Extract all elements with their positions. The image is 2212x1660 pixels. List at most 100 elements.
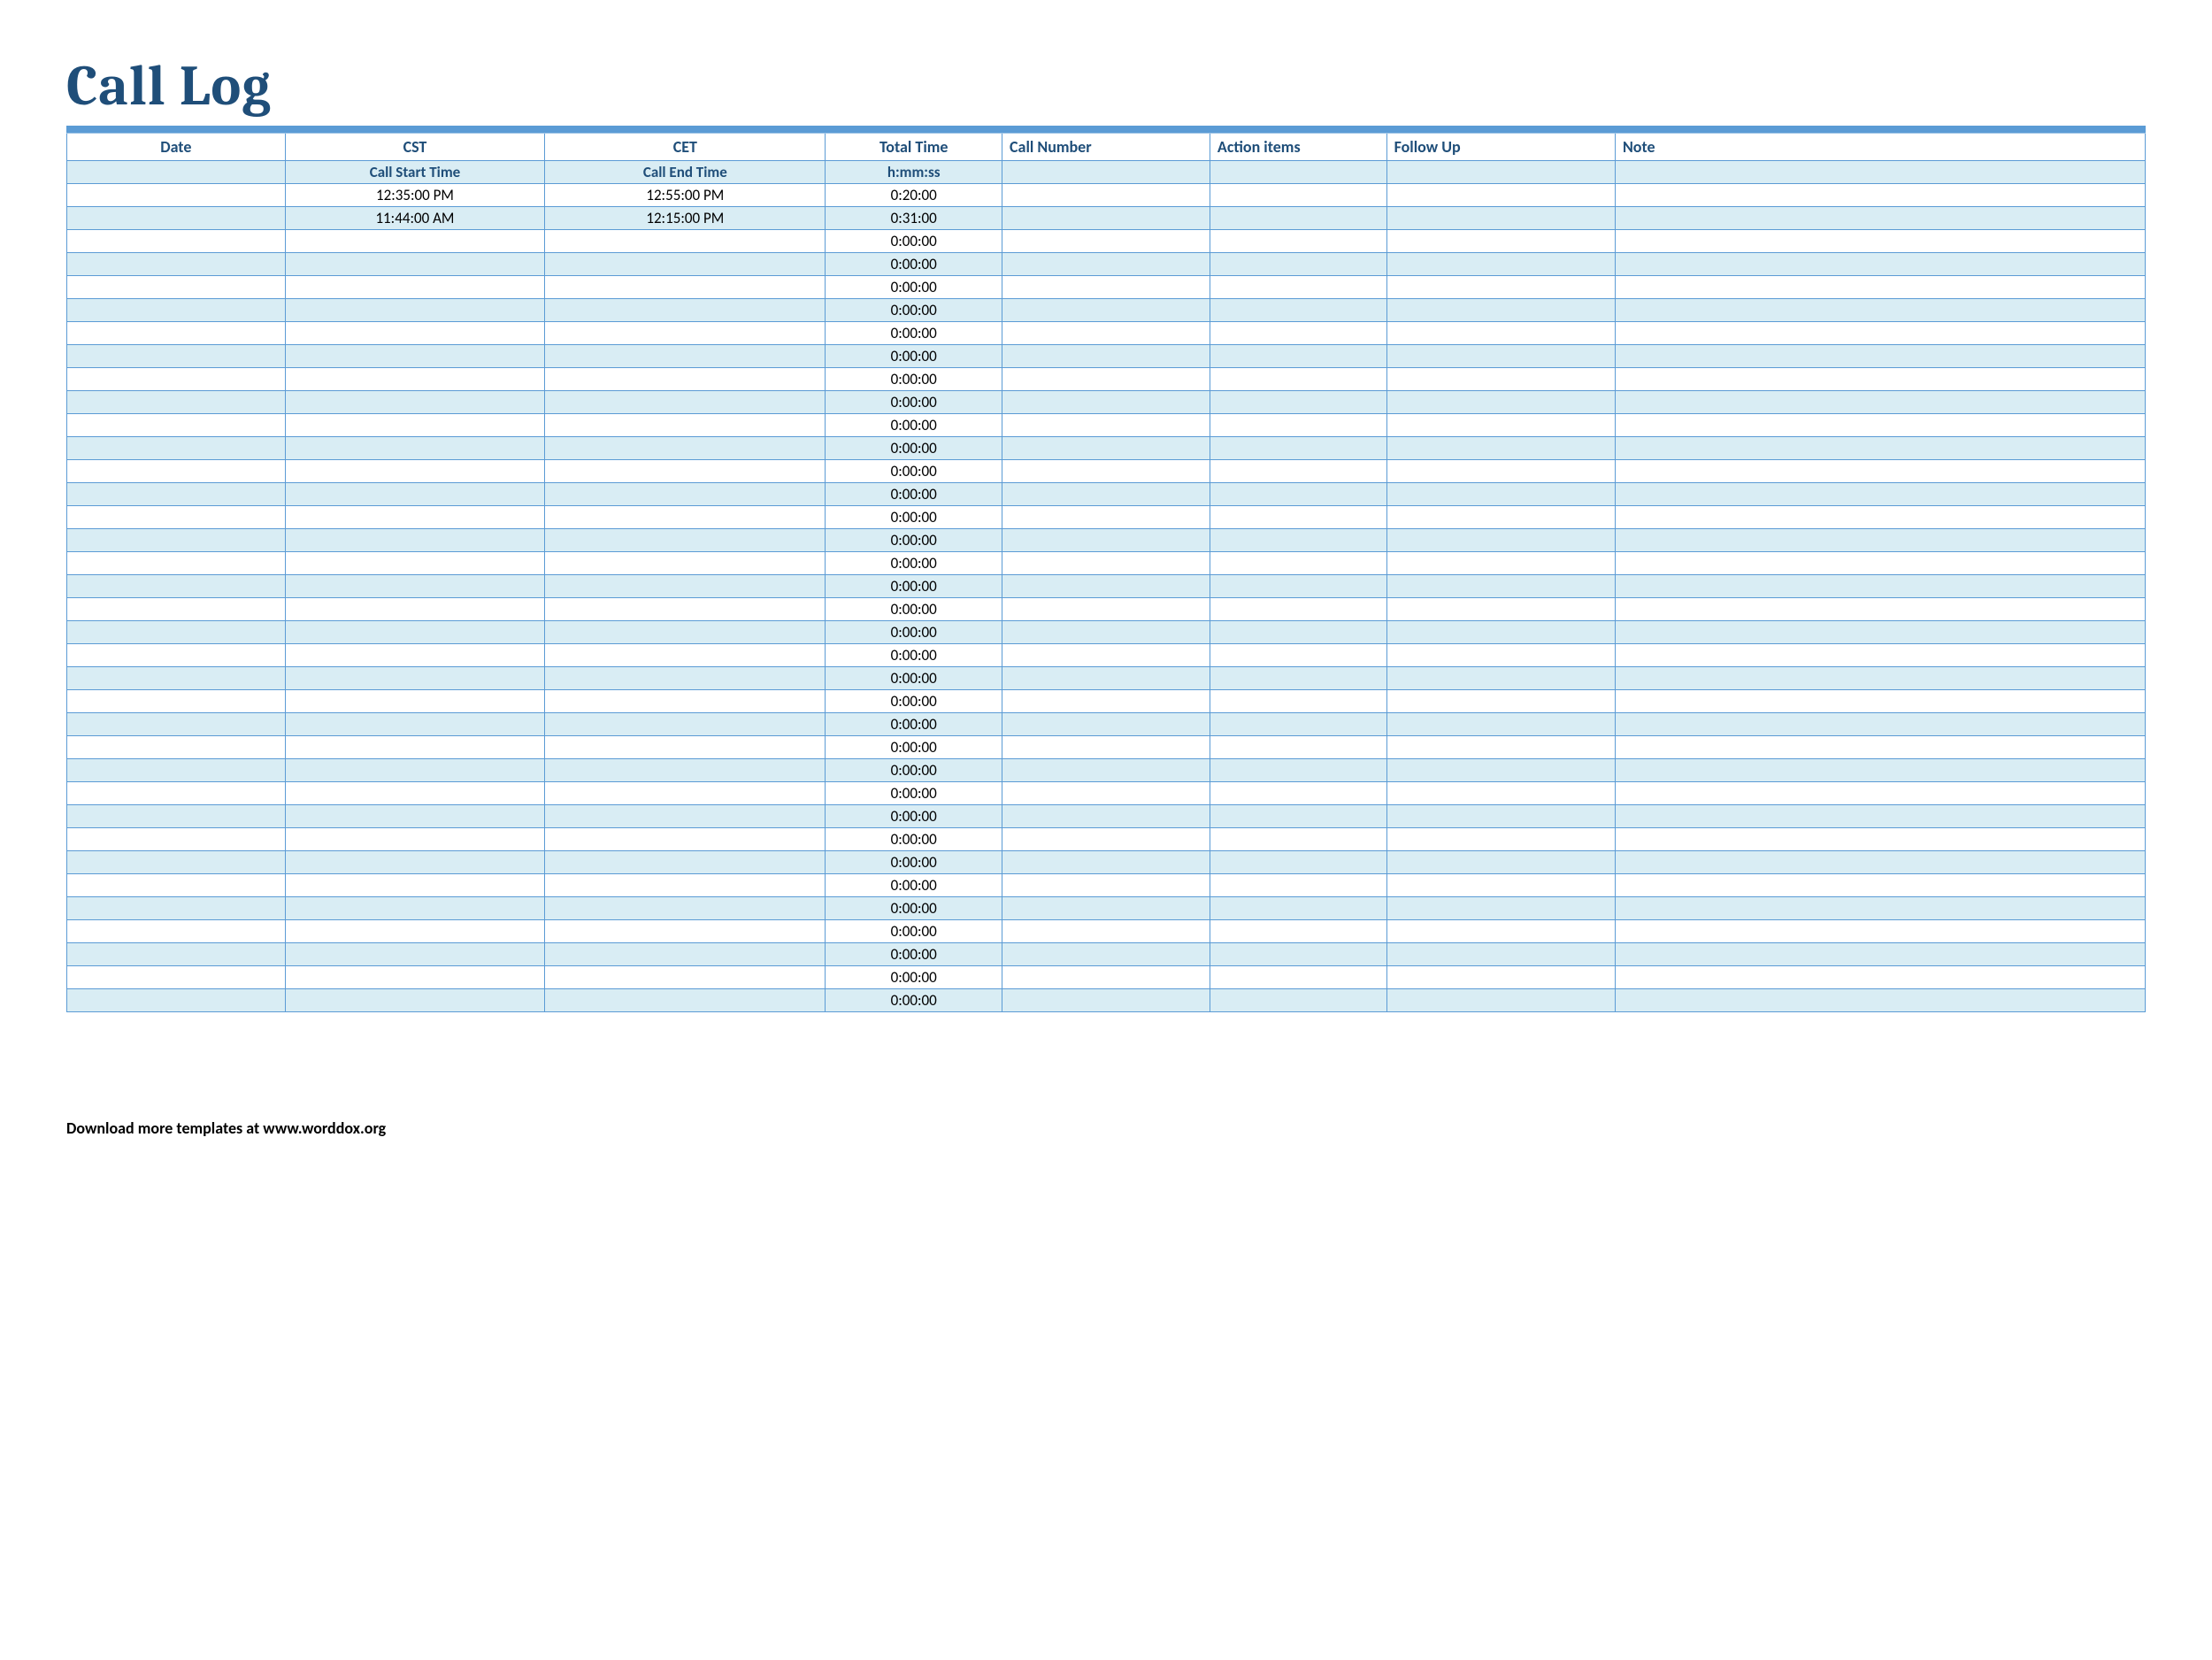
cell-cet [545,851,826,874]
cell-note [1615,322,2145,345]
cell-note [1615,414,2145,437]
col-header-follow-up: Follow Up [1386,134,1615,161]
cell-callno [1002,828,1210,851]
cell-follow [1386,437,1615,460]
cell-follow [1386,299,1615,322]
cell-total: 0:00:00 [826,483,1002,506]
cell-follow [1386,253,1615,276]
cell-date [67,598,286,621]
cell-cst [285,736,545,759]
table-row: 0:00:00 [67,391,2146,414]
cell-follow [1386,621,1615,644]
cell-date [67,966,286,989]
cell-follow [1386,322,1615,345]
cell-cst [285,782,545,805]
cell-follow [1386,897,1615,920]
cell-action [1210,230,1386,253]
cell-cst [285,621,545,644]
table-row: 0:00:00 [67,759,2146,782]
cell-cet: 12:55:00 PM [545,184,826,207]
subheader-note [1615,161,2145,184]
cell-total: 0:00:00 [826,506,1002,529]
cell-note [1615,690,2145,713]
cell-follow [1386,230,1615,253]
table-row: 0:00:00 [67,230,2146,253]
cell-cst [285,966,545,989]
cell-cst [285,483,545,506]
cell-cst [285,575,545,598]
subheader-cet: Call End Time [545,161,826,184]
cell-cet [545,736,826,759]
cell-date [67,207,286,230]
cell-cet [545,897,826,920]
table-row: 0:00:00 [67,414,2146,437]
cell-follow [1386,368,1615,391]
cell-date [67,920,286,943]
cell-date [67,851,286,874]
cell-total: 0:00:00 [826,713,1002,736]
cell-callno [1002,920,1210,943]
cell-follow [1386,966,1615,989]
cell-action [1210,552,1386,575]
cell-callno [1002,529,1210,552]
cell-date [67,230,286,253]
cell-cst [285,920,545,943]
cell-total: 0:00:00 [826,621,1002,644]
cell-callno [1002,644,1210,667]
table-row: 0:00:00 [67,943,2146,966]
footer-text: Download more templates at www.worddox.o… [66,1118,2146,1138]
cell-action [1210,874,1386,897]
table-row: 0:00:00 [67,322,2146,345]
table-row: 0:00:00 [67,483,2146,506]
cell-callno [1002,897,1210,920]
cell-callno [1002,943,1210,966]
cell-note [1615,483,2145,506]
cell-cst [285,667,545,690]
cell-action [1210,598,1386,621]
cell-total: 0:00:00 [826,828,1002,851]
cell-cst [285,506,545,529]
cell-callno [1002,253,1210,276]
cell-date [67,299,286,322]
col-header-total-time: Total Time [826,134,1002,161]
cell-total: 0:00:00 [826,575,1002,598]
table-row: 0:00:00 [67,736,2146,759]
cell-total: 0:00:00 [826,782,1002,805]
cell-callno [1002,506,1210,529]
cell-date [67,736,286,759]
cell-note [1615,552,2145,575]
cell-cet [545,299,826,322]
cell-date [67,253,286,276]
cell-total: 0:00:00 [826,966,1002,989]
cell-date [67,713,286,736]
title-accent-bar [66,126,2146,134]
cell-callno [1002,736,1210,759]
cell-cst [285,598,545,621]
table-row: 0:00:00 [67,460,2146,483]
cell-follow [1386,552,1615,575]
cell-total: 0:00:00 [826,299,1002,322]
cell-date [67,575,286,598]
call-log-table: Date CST CET Total Time Call Number Acti… [66,134,2146,1012]
cell-date [67,184,286,207]
cell-callno [1002,368,1210,391]
cell-follow [1386,759,1615,782]
cell-cet [545,253,826,276]
cell-follow [1386,506,1615,529]
cell-callno [1002,460,1210,483]
cell-note [1615,989,2145,1012]
cell-callno [1002,621,1210,644]
cell-follow [1386,828,1615,851]
cell-note [1615,253,2145,276]
table-row: 0:00:00 [67,575,2146,598]
cell-callno [1002,667,1210,690]
cell-action [1210,989,1386,1012]
cell-cst [285,460,545,483]
cell-action [1210,690,1386,713]
cell-cst [285,391,545,414]
table-row: 0:00:00 [67,644,2146,667]
col-header-cet: CET [545,134,826,161]
table-row: 0:00:00 [67,667,2146,690]
cell-cet [545,460,826,483]
cell-date [67,368,286,391]
